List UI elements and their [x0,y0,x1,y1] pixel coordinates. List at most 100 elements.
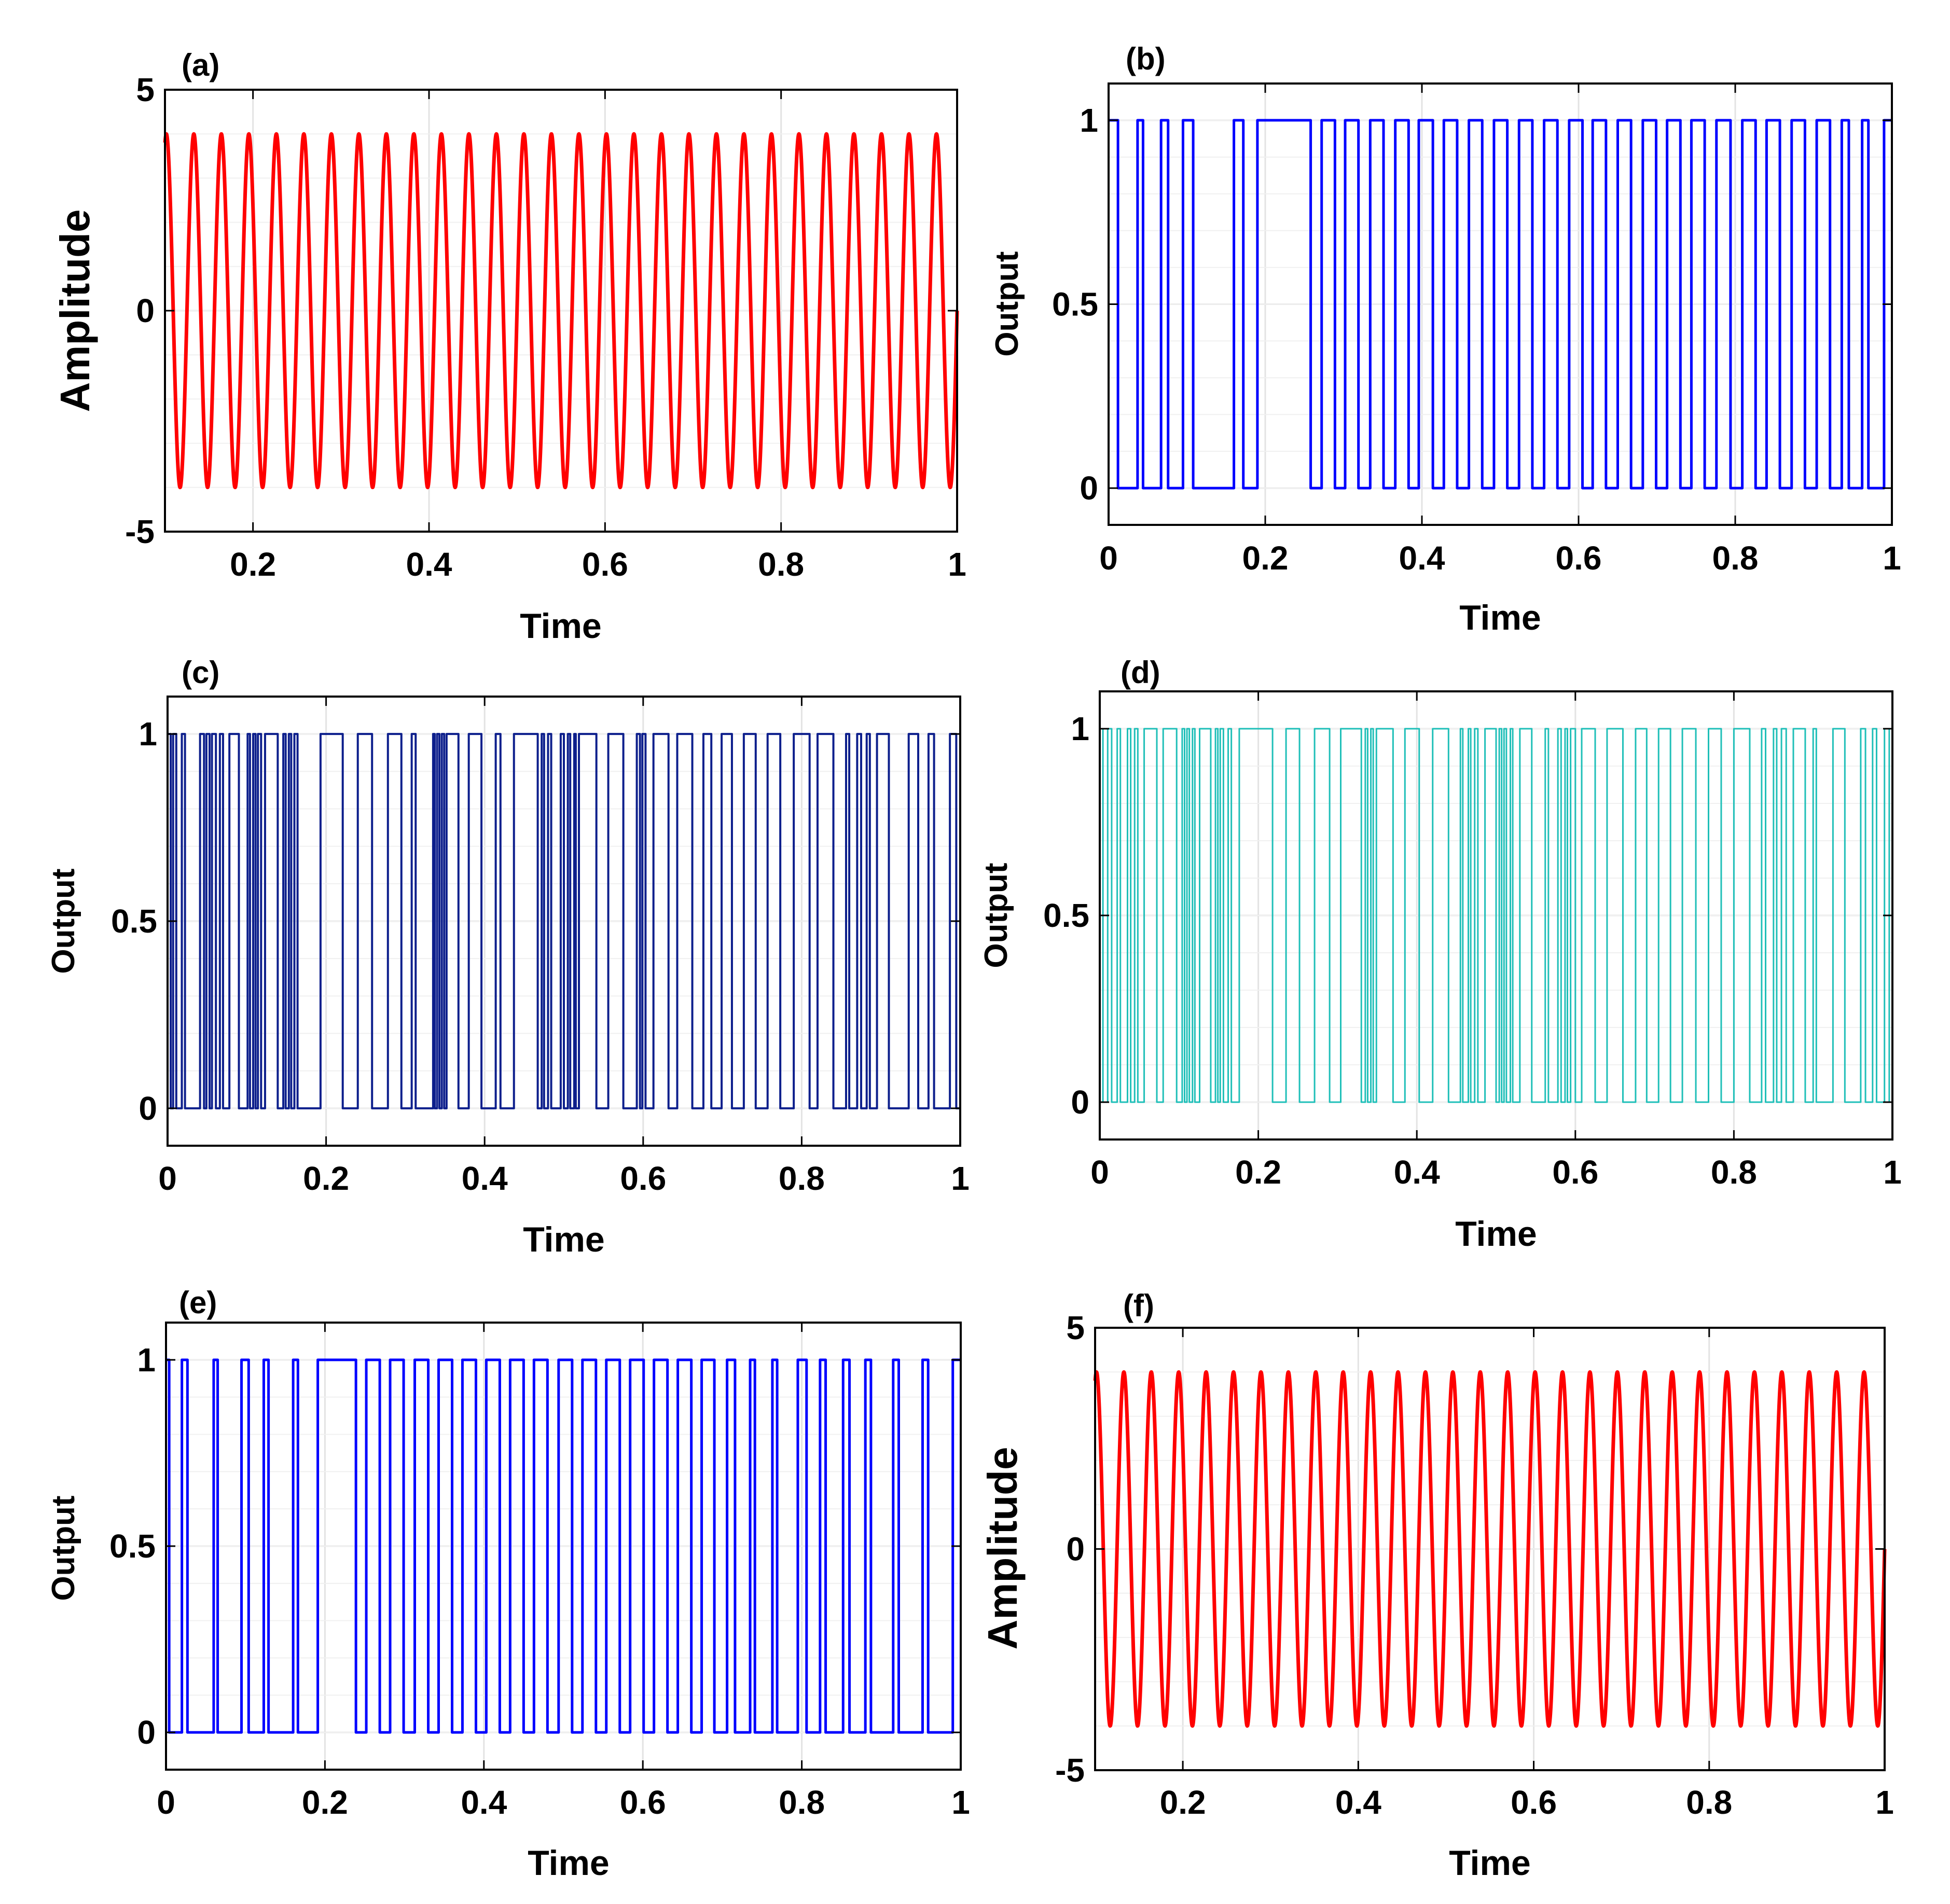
panel-label-e: (e) [179,1285,217,1320]
x-axis-label-c: Time [523,1220,604,1259]
xtick-label-a-4: 1 [948,546,966,583]
panel-d: (d) 0 0.2 0.4 0.6 0.8 1 00.51 Time Output [978,655,1902,1254]
y-axis-label-c: Output [46,868,81,974]
ytick-label-a-0: -5 [125,513,155,550]
x-axis-label-b: Time [1459,598,1541,637]
series-b [1109,119,1892,490]
panel-c: (c) 0 0.2 0.4 0.6 0.8 1 00.51 Time Output [46,655,970,1259]
panel-b: (b) 0 0.2 0.4 0.6 0.8 1 00.51 Time Output [989,41,1901,637]
xtick-label-d-1: 0.2 [1235,1153,1281,1191]
y-axis-label-e: Output [46,1495,81,1601]
xtick-label-b-5: 1 [1883,539,1901,577]
y-axis-label-a: Amplitude [52,209,98,412]
xtick-label-c-3: 0.6 [620,1160,666,1197]
y-axis-label-b: Output [989,251,1025,356]
ytick-label-d-0: 0 [1071,1083,1089,1121]
xtick-label-c-5: 1 [951,1160,970,1197]
panel-label-c: (c) [182,655,219,690]
xtick-label-c-1: 0.2 [303,1160,349,1197]
xtick-label-c-4: 0.8 [779,1160,825,1197]
xtick-label-d-0: 0 [1090,1153,1109,1191]
ticks-e [165,1323,962,1770]
y-axis-label-f: Amplitude [979,1447,1026,1649]
ytick-label-a-1: 0 [136,292,155,329]
xtick-label-c-0: 0 [158,1160,177,1197]
xtick-label-a-2: 0.6 [582,546,628,583]
xtick-label-d-2: 0.4 [1394,1153,1440,1191]
ytick-label-c-0: 0 [139,1090,157,1127]
ytick-label-a-2: 5 [136,71,155,108]
xtick-label-e-1: 0.2 [302,1784,348,1821]
xtick-label-d-5: 1 [1883,1153,1902,1191]
ytick-label-f-0: -5 [1055,1752,1085,1789]
grid-b [1108,83,1893,525]
ytick-label-e-0: 0 [137,1714,156,1751]
xtick-label-c-2: 0.4 [462,1160,508,1197]
series-line-c-0 [168,733,960,1109]
ytick-labels-c: 00.51 [111,715,157,1127]
ytick-label-d-1: 0.5 [1043,897,1089,934]
xtick-labels-a: 0.2 0.4 0.6 0.8 1 [230,546,966,583]
xtick-label-f-3: 0.8 [1686,1784,1732,1821]
xtick-labels-b: 0 0.2 0.4 0.6 0.8 1 [1099,539,1901,577]
ticks-d [1099,691,1893,1139]
xtick-label-f-0: 0.2 [1160,1784,1206,1821]
ytick-label-e-2: 1 [137,1341,156,1379]
xtick-label-b-4: 0.8 [1712,539,1759,577]
series-line-d-0 [1100,728,1892,1103]
x-axis-label-a: Time [520,606,601,646]
xtick-label-e-5: 1 [951,1784,970,1821]
xtick-label-d-3: 0.6 [1552,1153,1598,1191]
xtick-label-a-3: 0.8 [758,546,804,583]
series-c [168,733,960,1109]
series-e [166,1358,961,1734]
ticks-a [165,89,958,533]
panel-a: (a) 0.2 0.4 0.6 0.8 1 -5 0 5 Time Amplitude [52,48,966,646]
ytick-label-f-2: 5 [1066,1309,1085,1346]
x-axis-label-e: Time [528,1843,609,1883]
xtick-labels-c: 0 0.2 0.4 0.6 0.8 1 [158,1160,970,1197]
xtick-label-b-0: 0 [1099,539,1118,577]
grid-e [165,1322,962,1770]
series-f [1093,1370,1887,1728]
ticks-c [167,697,961,1146]
panel-label-b: (b) [1126,41,1166,76]
xtick-label-f-1: 0.4 [1335,1784,1381,1821]
series-line-f-0 [1093,1370,1887,1728]
ytick-labels-f: -5 0 5 [1055,1309,1085,1789]
ytick-label-b-1: 0.5 [1052,286,1098,323]
ytick-label-b-2: 1 [1080,102,1098,139]
series-a [163,132,959,490]
xtick-label-e-3: 0.6 [620,1784,666,1821]
xtick-label-f-4: 1 [1875,1784,1894,1821]
xtick-label-a-1: 0.4 [406,546,452,583]
xtick-labels-d: 0 0.2 0.4 0.6 0.8 1 [1090,1153,1902,1191]
ytick-labels-d: 00.51 [1043,710,1089,1121]
ytick-labels-b: 00.51 [1052,102,1098,507]
ticks-f [1095,1327,1886,1771]
x-axis-label-f: Time [1449,1843,1530,1883]
xtick-labels-f: 0.2 0.4 0.6 0.8 1 [1160,1784,1894,1821]
panel-label-d: (d) [1121,655,1160,690]
ticks-b [1108,84,1893,525]
xtick-label-f-2: 0.6 [1511,1784,1557,1821]
y-axis-label-d: Output [978,863,1014,968]
xtick-label-b-3: 0.6 [1556,539,1602,577]
panel-f: (f) 0.2 0.4 0.6 0.8 1 -5 0 5 Time Amplitude [979,1288,1894,1883]
ytick-label-f-1: 0 [1066,1531,1085,1568]
xtick-label-e-4: 0.8 [779,1784,825,1821]
ytick-labels-a: -5 0 5 [125,71,155,550]
xtick-labels-e: 0 0.2 0.4 0.6 0.8 1 [157,1784,970,1821]
series-d [1100,728,1892,1103]
series-line-b-0 [1109,119,1892,490]
panel-label-a: (a) [182,48,219,82]
ytick-labels-e: 00.51 [109,1341,156,1751]
panel-e: (e) 0 0.2 0.4 0.6 0.8 1 00.51 Time Output [46,1285,970,1883]
ytick-label-c-1: 0.5 [111,902,157,940]
x-axis-label-d: Time [1455,1214,1537,1254]
ytick-label-c-2: 1 [139,715,157,753]
xtick-label-b-1: 0.2 [1242,539,1289,577]
xtick-label-b-2: 0.4 [1399,539,1445,577]
xtick-label-e-2: 0.4 [461,1784,507,1821]
